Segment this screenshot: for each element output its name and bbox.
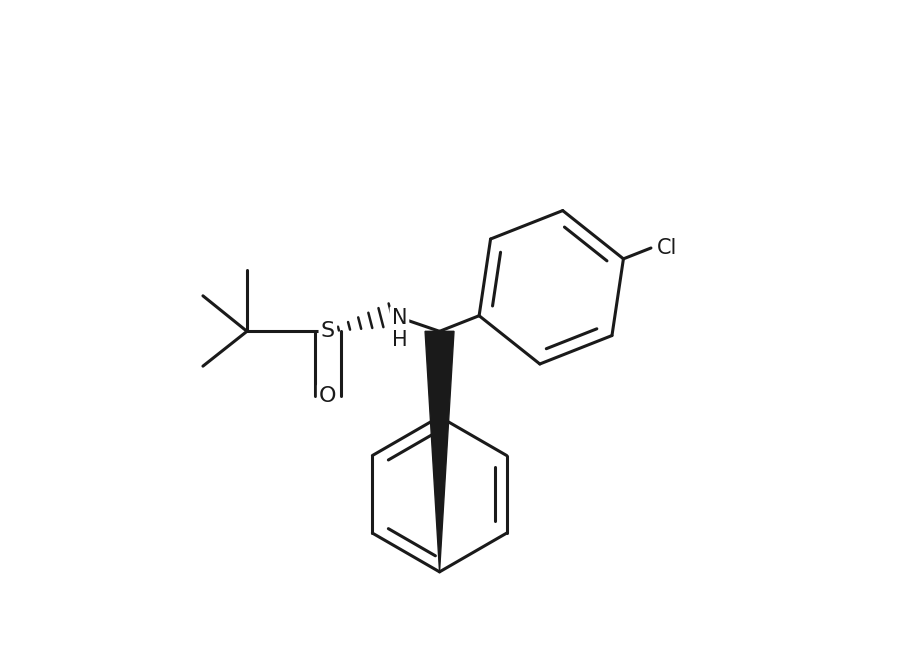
Text: O: O <box>319 385 337 406</box>
Text: Cl: Cl <box>657 238 677 258</box>
Polygon shape <box>425 331 454 572</box>
Text: N: N <box>391 308 407 328</box>
Text: S: S <box>321 321 335 341</box>
Text: H: H <box>391 330 408 350</box>
